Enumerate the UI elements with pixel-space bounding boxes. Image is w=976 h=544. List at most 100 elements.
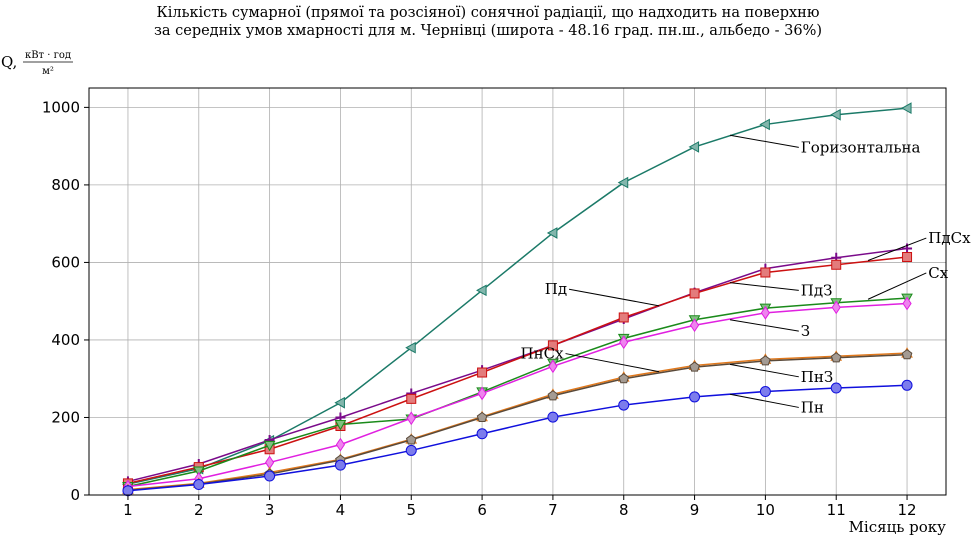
data-point — [688, 141, 700, 153]
data-point — [264, 470, 276, 482]
series — [121, 102, 912, 490]
annotation: ПдСх — [867, 229, 971, 261]
annotation-leader — [729, 134, 799, 148]
data-point — [334, 419, 347, 431]
annotation: Сх — [867, 264, 949, 300]
data-point — [405, 434, 417, 445]
series — [122, 252, 913, 489]
x-tick-label: 7 — [548, 501, 558, 519]
series-line — [127, 256, 908, 485]
x-axis-label: Місяць року — [849, 518, 947, 536]
annotation-label: ПнЗ — [801, 368, 833, 386]
x-tick-label: 5 — [406, 501, 416, 519]
data-point — [405, 341, 416, 354]
x-tick-label: 6 — [477, 501, 487, 519]
annotation: Горизонтальна — [729, 134, 921, 156]
data-point — [759, 386, 771, 398]
annotation: Пн — [729, 393, 824, 416]
data-point — [760, 355, 771, 366]
annotation: З — [729, 319, 810, 340]
data-point — [335, 437, 346, 452]
series-line — [127, 297, 908, 488]
data-point — [406, 393, 417, 404]
data-point — [831, 300, 841, 315]
data-point — [406, 411, 416, 426]
annotation-label: ПнСх — [521, 345, 565, 363]
annotation-label: Сх — [928, 264, 948, 282]
data-point — [618, 312, 629, 323]
x-tick-label: 3 — [265, 501, 275, 519]
annotation: ПнЗ — [729, 363, 833, 386]
data-point — [902, 252, 913, 263]
data-point — [192, 466, 205, 477]
series-line — [127, 352, 908, 491]
data-point — [476, 428, 488, 440]
grid-lines — [89, 88, 946, 496]
y-tick-label: 600 — [51, 253, 80, 271]
series-line — [127, 353, 908, 492]
x-tick-label: 1 — [123, 501, 133, 519]
annotation-leader — [729, 282, 799, 291]
chart-title-line-1: Кількість сумарної (прямої та розсіяної)… — [156, 5, 820, 21]
x-tick-label: 11 — [827, 501, 846, 519]
x-tick-label: 12 — [897, 501, 916, 519]
series-line — [127, 107, 908, 485]
chart-title: Кількість сумарної (прямої та розсіяної)… — [0, 4, 976, 40]
y-axis-ticks: 0 200 400 600 800 1000 — [42, 98, 89, 504]
data-point — [901, 379, 913, 391]
x-tick-label: 4 — [336, 501, 346, 519]
y-tick-label: 1000 — [42, 98, 80, 116]
y-tick-label: 0 — [70, 486, 80, 504]
data-point — [689, 361, 700, 372]
y-axis-label-denominator: м² — [42, 66, 54, 77]
data-point — [263, 440, 276, 452]
data-point — [334, 396, 345, 409]
series — [122, 293, 913, 493]
annotation-label: Пд — [545, 280, 567, 298]
data-point — [760, 305, 770, 320]
data-point — [830, 352, 842, 363]
series — [123, 296, 912, 494]
annotation-leader — [729, 319, 799, 332]
annotation: ПдЗ — [729, 281, 832, 299]
data-point — [193, 479, 205, 491]
x-tick-label: 2 — [194, 501, 204, 519]
series — [122, 349, 913, 495]
data-point — [334, 459, 346, 471]
annotation-leader — [729, 363, 799, 378]
data-point — [830, 382, 842, 394]
data-point — [548, 359, 558, 374]
data-point — [477, 367, 488, 378]
annotation-label: З — [801, 322, 810, 340]
x-tick-label: 10 — [756, 501, 775, 519]
chart-title-line-2: за середніх умов хмарності для м. Чернів… — [153, 23, 823, 39]
data-point — [689, 318, 700, 333]
data-point — [476, 411, 488, 423]
annotation-leader — [867, 272, 927, 300]
data-point — [618, 399, 630, 411]
data-point — [759, 118, 770, 131]
data-point — [901, 349, 913, 360]
annotation-leader — [565, 353, 660, 373]
data-point — [546, 227, 558, 239]
data-point — [830, 108, 841, 121]
y-tick-label: 800 — [51, 176, 80, 194]
data-point — [405, 444, 417, 456]
series-lines — [121, 102, 913, 497]
annotation-label: Горизонтальна — [801, 138, 921, 156]
data-point — [902, 296, 912, 311]
annotation: ПнСх — [521, 345, 660, 373]
data-point — [901, 102, 912, 115]
data-point — [476, 284, 487, 297]
y-axis-label: Q, кВт · год м² — [1, 50, 73, 77]
annotation: Пд — [545, 280, 660, 307]
data-point — [689, 391, 701, 403]
plot-frame — [88, 87, 947, 496]
y-axis-label-numerator: кВт · год — [25, 50, 71, 61]
series — [122, 347, 913, 495]
series-line — [127, 384, 908, 492]
data-point — [760, 267, 771, 278]
series — [122, 243, 913, 487]
